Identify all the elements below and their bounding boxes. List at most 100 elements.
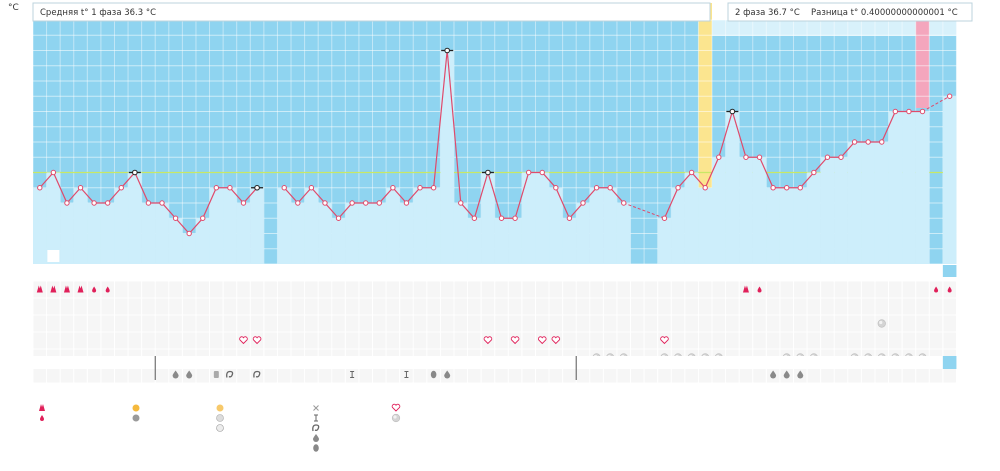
marker-cell xyxy=(291,315,305,332)
marker-cell xyxy=(617,315,631,332)
marker-cell xyxy=(318,315,332,332)
today-date-box xyxy=(942,356,957,369)
temperature-bar-19 xyxy=(277,187,292,264)
marker-cell xyxy=(644,298,658,315)
marker-cell xyxy=(807,332,821,349)
cycle-day-row xyxy=(33,265,957,278)
temperature-point-37 xyxy=(525,169,532,176)
temperature-bar-32 xyxy=(453,203,468,264)
marker-cell xyxy=(726,298,739,315)
marker-cell xyxy=(332,332,345,349)
marker-cell xyxy=(155,281,169,298)
marker-cell xyxy=(590,332,603,349)
temperature-point-24 xyxy=(349,200,355,206)
phase2-average-label: 2 фаза 36.7 °C xyxy=(735,8,800,18)
marker-cell xyxy=(576,315,590,332)
marker-cell xyxy=(33,298,47,315)
marker-cell xyxy=(902,298,916,315)
temperature-bar-44 xyxy=(616,203,631,264)
temperature-bar-65 xyxy=(902,111,916,264)
temperature-point-08 xyxy=(132,169,138,176)
marker-cell xyxy=(223,281,237,298)
temperature-point-68 xyxy=(946,93,953,99)
temperature-bar-55 xyxy=(766,187,780,264)
marker-cell xyxy=(780,332,793,349)
temperature-point-31 xyxy=(444,47,450,54)
temperature-point-47 xyxy=(661,215,668,221)
marker-cell xyxy=(318,332,332,349)
temperature-point-01 xyxy=(37,185,43,191)
temperature-bar-07 xyxy=(114,187,129,264)
marker-cell xyxy=(522,332,535,349)
temperature-point-25 xyxy=(363,200,369,206)
marker-rows xyxy=(33,281,956,383)
temperature-point-32 xyxy=(458,200,464,206)
temperature-point-13 xyxy=(200,215,206,221)
temperature-point-07 xyxy=(118,185,124,191)
menstruation-icon xyxy=(77,285,84,293)
temperature-difference-label: Разница t° 0.40000000000001 °C xyxy=(811,8,958,18)
marker-cell xyxy=(766,281,780,298)
marker-cell xyxy=(155,298,169,315)
marker-cell xyxy=(182,332,196,349)
marker-cell xyxy=(60,315,74,332)
marker-cell xyxy=(766,298,780,315)
temperature-bar-38 xyxy=(535,172,550,264)
marker-cell xyxy=(373,366,386,383)
temperature-point-61 xyxy=(851,139,858,145)
marker-cell xyxy=(563,315,576,332)
sticky-icon xyxy=(350,371,355,378)
marker-cell xyxy=(916,281,929,298)
marker-cell xyxy=(861,315,875,332)
sticky-icon xyxy=(314,414,318,422)
marker-cell xyxy=(60,332,74,349)
marker-cell xyxy=(875,281,889,298)
marker-cell xyxy=(617,366,631,383)
marker-cell xyxy=(807,366,821,383)
marker-cell xyxy=(861,298,875,315)
marker-cell xyxy=(807,281,821,298)
marker-cell xyxy=(128,366,142,383)
marker-cell xyxy=(182,281,196,298)
marker-cell xyxy=(821,298,834,315)
marker-cell xyxy=(373,315,386,332)
marker-cell xyxy=(726,315,739,332)
marker-cell xyxy=(495,298,508,315)
marker-cell xyxy=(468,366,481,383)
marker-cell xyxy=(196,366,210,383)
marker-cell xyxy=(698,332,712,349)
temperature-bar-12 xyxy=(182,233,196,264)
marker-cell xyxy=(33,332,47,349)
phase2-day-strip xyxy=(712,20,957,36)
temperature-point-48 xyxy=(675,185,681,191)
marker-cell xyxy=(223,298,237,315)
marker-cell xyxy=(101,315,114,332)
temperature-bar-02 xyxy=(46,172,61,264)
marker-cell xyxy=(712,281,726,298)
marker-cell xyxy=(114,332,128,349)
marker-cell xyxy=(305,366,318,383)
marker-cell xyxy=(155,366,169,383)
marker-cell xyxy=(929,366,943,383)
temperature-bar-08 xyxy=(128,172,142,264)
marker-cell xyxy=(644,315,658,332)
marker-cell xyxy=(834,315,848,332)
marker-cell xyxy=(739,315,753,332)
marker-cell xyxy=(875,366,889,383)
temperature-point-09 xyxy=(145,200,152,206)
temperature-bar-29 xyxy=(413,187,427,264)
marker-cell xyxy=(47,366,60,383)
marker-cell xyxy=(468,298,481,315)
marker-cell xyxy=(454,315,468,332)
marker-cell xyxy=(834,332,848,349)
temperature-point-19 xyxy=(281,185,287,191)
temperature-point-28 xyxy=(403,200,410,206)
marker-cell xyxy=(658,298,671,315)
marker-cell xyxy=(332,315,345,332)
heart-icon xyxy=(239,336,248,345)
marker-cell xyxy=(223,332,237,349)
marker-cell xyxy=(698,298,712,315)
marker-cell xyxy=(114,315,128,332)
marker-cell xyxy=(359,281,372,298)
marker-cell xyxy=(359,315,372,332)
